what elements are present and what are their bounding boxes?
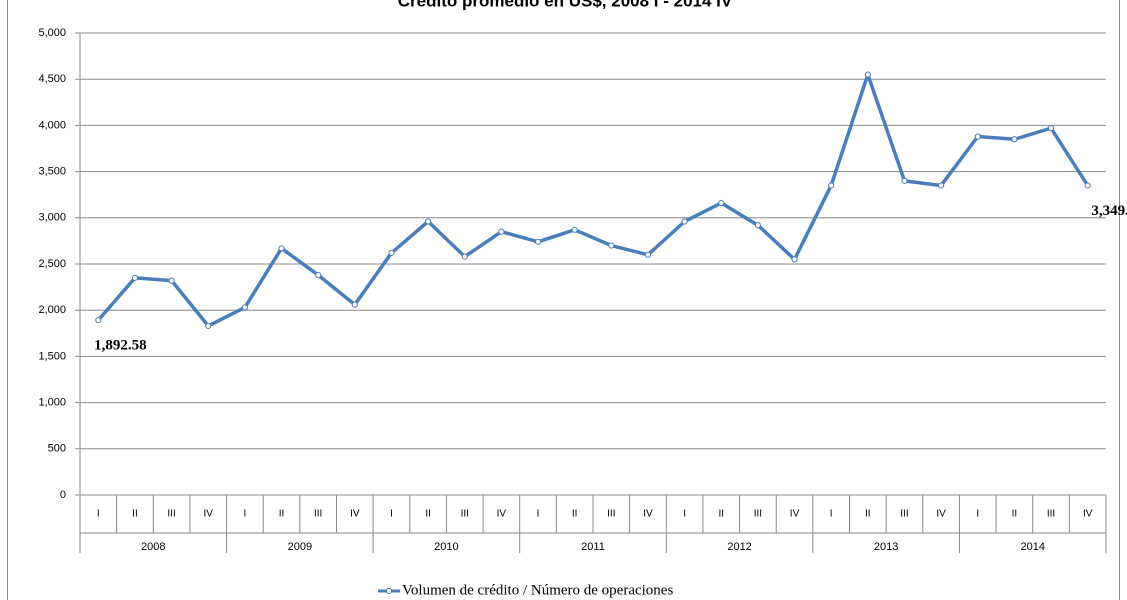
legend-marker [385, 587, 393, 595]
point-marker [425, 218, 432, 225]
y-tick-label: 4,000 [38, 119, 66, 131]
x-tick-label: I [97, 509, 100, 520]
chart-border [7, 0, 1120, 600]
x-tick-label: III [607, 509, 615, 520]
x-tick-label: III [754, 509, 762, 520]
x-tick-label: IV [350, 509, 360, 520]
point-marker [791, 256, 798, 263]
point-marker [498, 228, 505, 235]
point-marker [168, 277, 175, 284]
x-tick-label: III [900, 509, 908, 520]
x-tick-label: I [830, 509, 833, 520]
x-tick-label: II [572, 509, 578, 520]
x-tick-label: IV [936, 509, 946, 520]
legend-label: Volumen de crédito / Número de operacion… [402, 582, 673, 598]
x-tick-label: III [461, 509, 469, 520]
point-marker [681, 218, 688, 225]
point-marker [571, 226, 578, 233]
x-group-label: 2014 [1020, 541, 1044, 553]
x-tick-label: II [132, 509, 138, 520]
x-group-label: 2008 [141, 541, 165, 553]
x-tick-label: III [1047, 509, 1055, 520]
x-tick-label: II [718, 509, 724, 520]
point-marker [351, 301, 358, 308]
point-marker [974, 133, 981, 140]
x-tick-label: III [167, 509, 175, 520]
point-marker [205, 322, 212, 330]
point-marker [864, 71, 871, 78]
point-marker [1047, 125, 1055, 132]
x-group-label: 2012 [727, 541, 751, 553]
x-tick-label: IV [1083, 509, 1093, 520]
point-marker [131, 274, 139, 281]
point-marker [938, 182, 945, 189]
y-tick-label: 3,000 [38, 212, 66, 224]
point-marker [901, 177, 908, 184]
y-tick-label: 3,500 [38, 166, 66, 178]
point-marker [608, 242, 615, 249]
x-tick-label: I [537, 509, 540, 520]
y-tick-label: 1,500 [38, 350, 66, 362]
point-marker [1084, 182, 1091, 189]
y-tick-label: 2,000 [38, 304, 66, 316]
point-marker [534, 238, 542, 245]
x-tick-label: II [1012, 509, 1018, 520]
y-tick-label: 4,500 [38, 73, 66, 85]
point-marker [644, 251, 652, 258]
y-tick-label: 0 [60, 489, 66, 501]
point-marker [95, 317, 102, 324]
point-marker [718, 199, 725, 207]
x-tick-label: III [314, 509, 322, 520]
point-marker [754, 222, 761, 229]
x-tick-label: I [683, 509, 686, 520]
y-tick-label: 500 [48, 443, 66, 455]
x-tick-label: IV [204, 509, 214, 520]
point-marker [278, 245, 285, 252]
x-tick-label: I [244, 509, 247, 520]
data-label: 1,892.58 [94, 338, 147, 354]
point-marker [241, 304, 248, 311]
point-marker [315, 271, 322, 279]
x-group-label: 2013 [874, 541, 898, 553]
x-group-label: 2011 [581, 541, 605, 553]
x-tick-label: II [425, 509, 431, 520]
data-label: 3,349.76 [1091, 203, 1127, 219]
x-tick-label: II [279, 509, 285, 520]
x-tick-label: IV [643, 509, 653, 520]
chart-title: Crédito promedio en US$, 2008 I - 2014 I… [398, 0, 733, 10]
x-tick-label: II [865, 509, 871, 520]
point-marker [461, 253, 468, 260]
series-line [96, 72, 1090, 328]
y-tick-label: 2,500 [38, 258, 66, 270]
x-group-label: 2009 [288, 541, 312, 553]
x-tick-label: I [976, 509, 979, 520]
y-tick-label: 5,000 [38, 27, 66, 39]
point-marker [1011, 136, 1018, 143]
x-tick-label: IV [790, 509, 800, 520]
x-tick-label: I [390, 509, 393, 520]
x-group-label: 2010 [434, 541, 458, 553]
point-marker [828, 182, 835, 189]
x-tick-label: IV [497, 509, 507, 520]
y-tick-label: 1,000 [38, 397, 66, 409]
point-marker [388, 249, 395, 257]
